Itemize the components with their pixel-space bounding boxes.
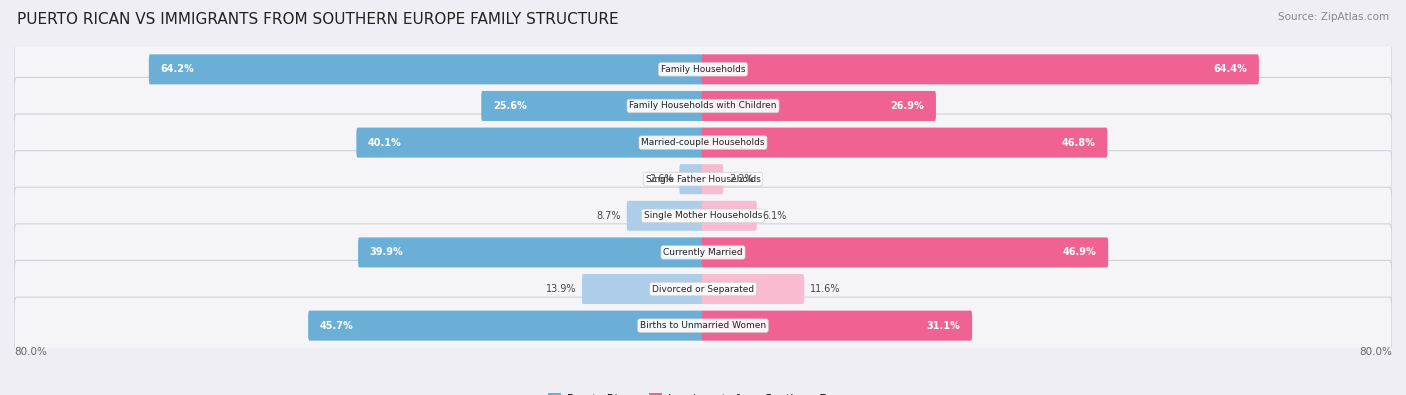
FancyBboxPatch shape xyxy=(702,310,972,340)
Text: Family Households with Children: Family Households with Children xyxy=(630,102,776,111)
FancyBboxPatch shape xyxy=(702,128,1108,158)
Text: 8.7%: 8.7% xyxy=(596,211,621,221)
Text: Births to Unmarried Women: Births to Unmarried Women xyxy=(640,321,766,330)
FancyBboxPatch shape xyxy=(627,201,704,231)
Text: 25.6%: 25.6% xyxy=(494,101,527,111)
FancyBboxPatch shape xyxy=(702,55,1258,85)
Legend: Puerto Rican, Immigrants from Southern Europe: Puerto Rican, Immigrants from Southern E… xyxy=(544,389,862,395)
Text: 11.6%: 11.6% xyxy=(810,284,841,294)
Text: 39.9%: 39.9% xyxy=(370,247,404,258)
FancyBboxPatch shape xyxy=(582,274,704,304)
Text: Divorced or Separated: Divorced or Separated xyxy=(652,284,754,293)
Text: 46.9%: 46.9% xyxy=(1063,247,1097,258)
FancyBboxPatch shape xyxy=(14,114,1392,171)
Text: 64.4%: 64.4% xyxy=(1213,64,1247,74)
FancyBboxPatch shape xyxy=(14,297,1392,354)
FancyBboxPatch shape xyxy=(679,164,704,194)
Text: 40.1%: 40.1% xyxy=(368,137,402,148)
FancyBboxPatch shape xyxy=(14,187,1392,245)
Text: Single Mother Households: Single Mother Households xyxy=(644,211,762,220)
Text: 80.0%: 80.0% xyxy=(14,347,46,357)
FancyBboxPatch shape xyxy=(702,164,723,194)
Text: PUERTO RICAN VS IMMIGRANTS FROM SOUTHERN EUROPE FAMILY STRUCTURE: PUERTO RICAN VS IMMIGRANTS FROM SOUTHERN… xyxy=(17,12,619,27)
FancyBboxPatch shape xyxy=(14,150,1392,208)
Text: 13.9%: 13.9% xyxy=(546,284,576,294)
FancyBboxPatch shape xyxy=(359,237,704,267)
FancyBboxPatch shape xyxy=(702,91,936,121)
Text: 64.2%: 64.2% xyxy=(160,64,194,74)
Text: 6.1%: 6.1% xyxy=(762,211,787,221)
Text: 26.9%: 26.9% xyxy=(890,101,924,111)
Text: Family Households: Family Households xyxy=(661,65,745,74)
Text: 31.1%: 31.1% xyxy=(927,321,960,331)
Text: Single Father Households: Single Father Households xyxy=(645,175,761,184)
FancyBboxPatch shape xyxy=(308,310,704,340)
FancyBboxPatch shape xyxy=(481,91,704,121)
FancyBboxPatch shape xyxy=(702,274,804,304)
FancyBboxPatch shape xyxy=(702,201,756,231)
Text: 46.8%: 46.8% xyxy=(1062,137,1095,148)
Text: Currently Married: Currently Married xyxy=(664,248,742,257)
FancyBboxPatch shape xyxy=(14,41,1392,98)
FancyBboxPatch shape xyxy=(14,224,1392,281)
FancyBboxPatch shape xyxy=(149,55,704,85)
Text: 45.7%: 45.7% xyxy=(319,321,353,331)
Text: Source: ZipAtlas.com: Source: ZipAtlas.com xyxy=(1278,12,1389,22)
FancyBboxPatch shape xyxy=(14,260,1392,318)
Text: Married-couple Households: Married-couple Households xyxy=(641,138,765,147)
Text: 80.0%: 80.0% xyxy=(1360,347,1392,357)
FancyBboxPatch shape xyxy=(14,77,1392,135)
FancyBboxPatch shape xyxy=(356,128,704,158)
FancyBboxPatch shape xyxy=(702,237,1108,267)
Text: 2.6%: 2.6% xyxy=(650,174,673,184)
Text: 2.2%: 2.2% xyxy=(728,174,754,184)
